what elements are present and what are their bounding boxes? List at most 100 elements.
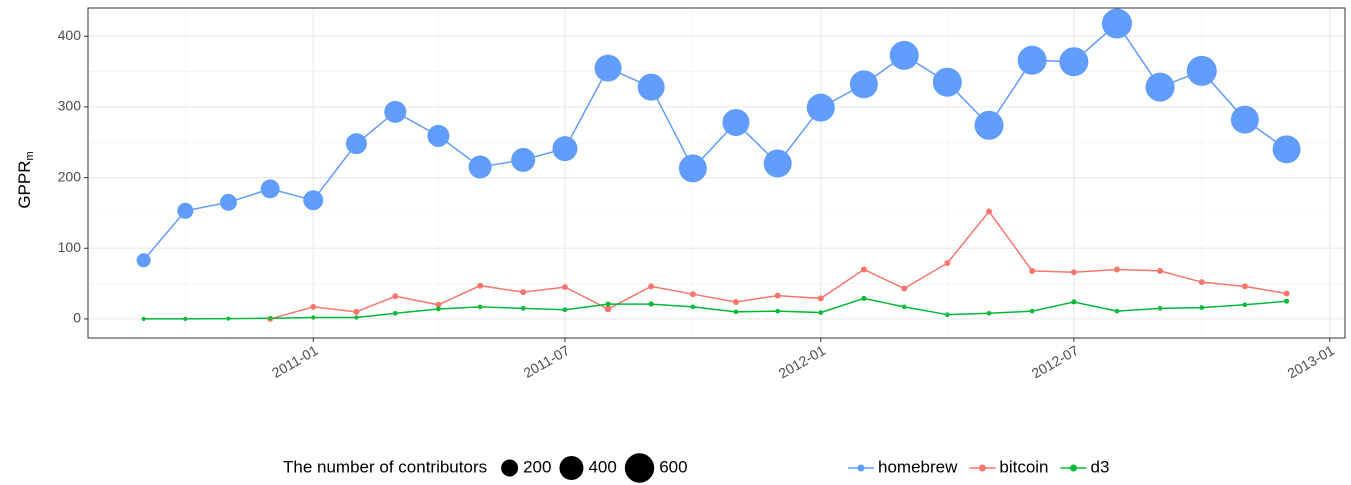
data-point <box>901 285 908 292</box>
x-tick-label: 2013-01 <box>1285 342 1338 382</box>
data-point <box>806 93 835 122</box>
data-point <box>974 110 1004 140</box>
data-point <box>353 308 360 315</box>
data-point <box>1071 299 1077 305</box>
x-tick-label: 2011-01 <box>269 342 321 381</box>
data-point <box>889 40 919 70</box>
legend-key-dot <box>978 464 986 472</box>
data-point <box>932 67 962 97</box>
data-point <box>763 149 792 178</box>
data-point <box>552 136 578 162</box>
data-point <box>678 154 707 183</box>
data-point <box>477 282 484 289</box>
data-point <box>1157 267 1164 274</box>
size-legend-key <box>559 456 584 480</box>
data-point <box>986 310 992 316</box>
data-point <box>468 155 492 179</box>
data-point <box>1241 283 1248 290</box>
legend-label: bitcoin <box>999 457 1048 476</box>
data-point <box>944 260 951 267</box>
data-point <box>774 292 781 299</box>
data-point <box>310 303 317 310</box>
data-point <box>1029 267 1036 274</box>
y-tick-label: 100 <box>58 239 82 255</box>
data-point <box>637 73 665 101</box>
legend-label: d3 <box>1091 457 1110 476</box>
y-tick-label: 200 <box>58 168 82 184</box>
data-point <box>1029 308 1035 314</box>
data-point <box>177 202 194 219</box>
data-point <box>861 295 867 301</box>
data-point <box>1199 305 1205 310</box>
data-point <box>141 316 146 321</box>
data-point <box>1059 47 1089 77</box>
data-point <box>648 301 654 307</box>
size-legend-key <box>501 459 519 477</box>
panel-border <box>87 7 1346 339</box>
data-point <box>944 312 950 318</box>
data-point <box>1284 298 1290 304</box>
data-point <box>436 306 441 312</box>
series-line <box>269 210 1287 320</box>
data-point <box>183 316 188 321</box>
data-point <box>849 70 878 99</box>
legend-key-dot <box>1070 464 1078 472</box>
data-point <box>1198 279 1205 286</box>
data-point <box>392 310 398 316</box>
data-point <box>1113 266 1120 273</box>
size-legend-label: 600 <box>659 457 687 476</box>
data-point <box>689 291 696 298</box>
size-legend-label: 200 <box>523 457 551 476</box>
data-point <box>477 304 483 310</box>
data-point <box>303 190 324 211</box>
x-tick-label: 2012-01 <box>776 342 829 382</box>
data-point <box>986 208 993 215</box>
data-point <box>1230 105 1259 134</box>
data-point <box>392 293 399 300</box>
y-axis-label: GPPRm <box>15 151 35 208</box>
data-point <box>562 307 568 313</box>
data-point <box>561 284 568 291</box>
data-point <box>226 316 231 321</box>
y-tick-label: 400 <box>58 27 82 43</box>
data-point <box>1186 55 1217 86</box>
data-point <box>1070 269 1077 276</box>
series-line <box>143 22 1288 261</box>
data-point <box>520 305 526 311</box>
data-point <box>860 266 867 273</box>
data-point <box>520 289 527 296</box>
size-legend-title: The number of contributors <box>283 457 487 476</box>
data-point <box>604 305 612 313</box>
y-label-sub: m <box>24 151 36 160</box>
data-point <box>435 301 442 308</box>
data-point <box>1283 290 1290 297</box>
data-point <box>260 179 280 199</box>
data-point <box>1114 308 1120 314</box>
y-tick-label: 300 <box>58 98 82 114</box>
y-label-main: GPPR <box>15 160 34 208</box>
data-point <box>817 295 824 302</box>
x-tick-label: 2011-07 <box>521 342 573 381</box>
data-point <box>733 309 739 315</box>
y-tick-label: 0 <box>73 310 81 326</box>
data-point <box>136 253 151 268</box>
data-point <box>1101 8 1132 39</box>
data-point <box>775 308 781 314</box>
legend-key-dot <box>857 464 865 472</box>
size-legend-label: 400 <box>588 457 616 476</box>
data-point <box>901 304 907 310</box>
data-point <box>219 193 237 211</box>
data-point <box>311 315 316 320</box>
data-point <box>268 316 273 321</box>
data-point <box>594 54 622 82</box>
data-point <box>345 133 367 155</box>
x-tick-label: 2012-07 <box>1029 342 1082 382</box>
data-point <box>1145 72 1175 102</box>
size-legend-key <box>624 453 655 483</box>
data-point <box>605 301 611 307</box>
data-point <box>1242 302 1248 308</box>
legend-label: homebrew <box>878 457 958 476</box>
data-point <box>1157 305 1163 311</box>
data-point <box>1272 135 1301 164</box>
